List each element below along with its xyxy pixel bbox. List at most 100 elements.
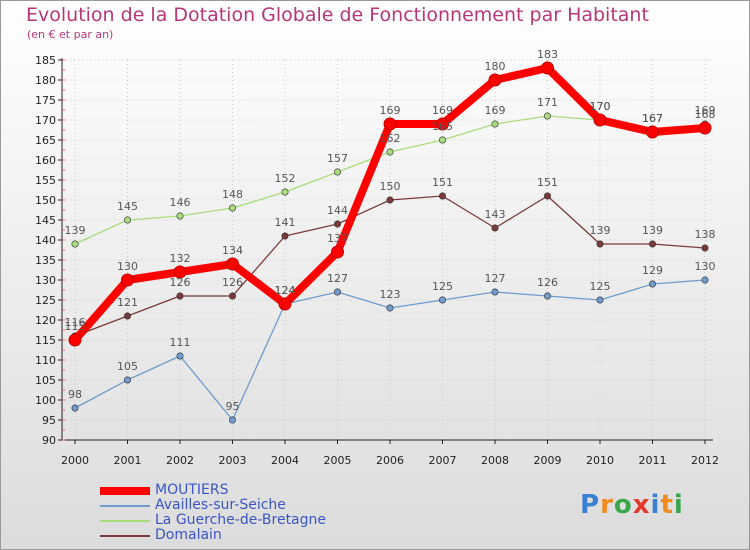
data-point bbox=[226, 257, 239, 271]
x-tick-label: 2010 bbox=[586, 454, 614, 467]
data-point bbox=[438, 136, 446, 144]
legend-swatch bbox=[100, 520, 150, 522]
data-label: 157 bbox=[327, 152, 348, 165]
legend-swatch bbox=[100, 487, 150, 495]
y-tick-label: 155 bbox=[35, 174, 56, 187]
data-label: 111 bbox=[170, 336, 191, 349]
y-tick-label: 175 bbox=[35, 94, 56, 107]
data-label: 145 bbox=[117, 200, 138, 213]
data-point bbox=[333, 220, 341, 228]
y-tick-label: 150 bbox=[35, 194, 56, 207]
data-point bbox=[386, 304, 394, 312]
data-point bbox=[491, 224, 499, 232]
logo-letter: i bbox=[673, 490, 684, 520]
data-point bbox=[229, 416, 237, 424]
data-label: 151 bbox=[537, 176, 558, 189]
data-label: 165 bbox=[432, 120, 453, 133]
chart-subtitle: (en € et par an) bbox=[27, 28, 114, 41]
data-point bbox=[543, 292, 551, 300]
data-label: 115 bbox=[65, 320, 86, 333]
legend-swatch bbox=[100, 505, 150, 507]
data-point bbox=[593, 113, 607, 127]
data-label: 170 bbox=[590, 100, 611, 113]
y-tick-label: 160 bbox=[35, 154, 56, 167]
data-point bbox=[173, 265, 187, 279]
data-point bbox=[596, 296, 604, 304]
data-point bbox=[333, 168, 341, 176]
data-point bbox=[491, 288, 499, 296]
data-label: 167 bbox=[642, 112, 663, 125]
data-label: 126 bbox=[170, 276, 191, 289]
data-point bbox=[71, 404, 79, 412]
y-tick-label: 90 bbox=[42, 434, 56, 447]
x-tick-label: 2006 bbox=[376, 454, 404, 467]
data-label: 143 bbox=[485, 208, 506, 221]
y-tick-label: 100 bbox=[35, 394, 56, 407]
x-tick-label: 2000 bbox=[61, 454, 89, 467]
x-tick-label: 2008 bbox=[481, 454, 509, 467]
y-tick-label: 110 bbox=[35, 354, 56, 367]
data-label: 180 bbox=[485, 60, 506, 73]
data-point bbox=[701, 276, 709, 284]
data-label: 121 bbox=[117, 296, 138, 309]
y-tick-label: 180 bbox=[35, 74, 56, 87]
data-label: 139 bbox=[642, 224, 663, 237]
data-point bbox=[124, 376, 132, 384]
data-label: 124 bbox=[275, 284, 296, 297]
y-tick-label: 130 bbox=[35, 274, 56, 287]
data-label: 162 bbox=[380, 132, 401, 145]
data-label: 98 bbox=[68, 388, 82, 401]
data-point bbox=[543, 192, 551, 200]
data-label: 167 bbox=[642, 112, 663, 125]
x-tick-label: 2002 bbox=[166, 454, 194, 467]
y-tick-label: 105 bbox=[35, 374, 56, 387]
legend-swatch bbox=[100, 535, 150, 537]
logo-letter: x bbox=[632, 490, 651, 520]
data-point bbox=[68, 333, 82, 347]
data-label: 183 bbox=[537, 48, 558, 61]
data-label: 170 bbox=[590, 100, 611, 113]
y-tick-label: 170 bbox=[35, 114, 56, 127]
data-label: 137 bbox=[327, 232, 348, 245]
data-label: 134 bbox=[222, 244, 243, 257]
legend-label: MOUTIERS bbox=[155, 482, 229, 498]
data-point bbox=[541, 61, 554, 75]
data-label: 130 bbox=[117, 260, 138, 273]
x-tick-label: 2012 bbox=[691, 454, 719, 467]
x-tick-label: 2005 bbox=[324, 454, 352, 467]
data-label: 116 bbox=[65, 316, 86, 329]
data-point bbox=[648, 240, 656, 248]
data-point bbox=[438, 296, 446, 304]
data-label: 123 bbox=[380, 288, 401, 301]
data-point bbox=[438, 192, 446, 200]
x-tick-label: 2004 bbox=[271, 454, 299, 467]
y-tick-label: 95 bbox=[42, 414, 56, 427]
data-point bbox=[281, 232, 289, 240]
x-tick-label: 2001 bbox=[114, 454, 142, 467]
x-tick-label: 2011 bbox=[639, 454, 667, 467]
logo-letter: r bbox=[600, 490, 614, 520]
data-point bbox=[229, 204, 237, 212]
data-point bbox=[488, 73, 502, 87]
data-point bbox=[281, 188, 289, 196]
data-label: 127 bbox=[485, 272, 506, 285]
data-label: 95 bbox=[226, 400, 240, 413]
data-point bbox=[176, 292, 184, 300]
x-tick-label: 2007 bbox=[429, 454, 457, 467]
data-point bbox=[596, 240, 604, 248]
data-label: 105 bbox=[117, 360, 138, 373]
data-label: 125 bbox=[590, 280, 611, 293]
data-point bbox=[121, 273, 134, 287]
data-label: 169 bbox=[695, 104, 716, 117]
x-tick-label: 2009 bbox=[534, 454, 562, 467]
logo-letter: i bbox=[650, 490, 661, 520]
data-label: 124 bbox=[275, 284, 296, 297]
data-point bbox=[648, 280, 656, 288]
data-label: 130 bbox=[695, 260, 716, 273]
data-label: 129 bbox=[642, 264, 663, 277]
data-label: 144 bbox=[327, 204, 348, 217]
data-label: 141 bbox=[275, 216, 296, 229]
logo-letter: t bbox=[660, 490, 674, 520]
data-label: 139 bbox=[590, 224, 611, 237]
